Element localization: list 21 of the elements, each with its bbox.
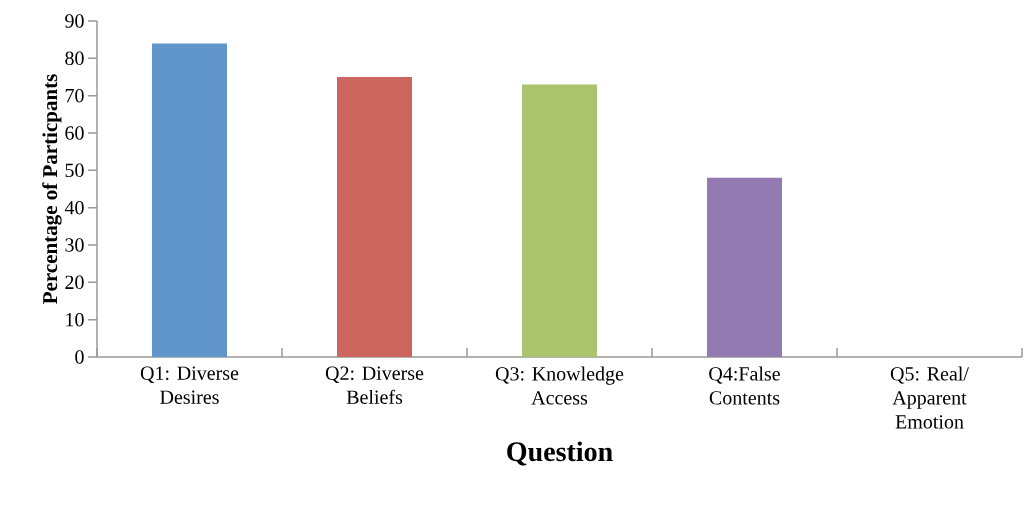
x-tick-label: Q4:False Contents: [709, 366, 780, 405]
y-tick-label: 60: [65, 126, 84, 140]
y-tick-label: 90: [65, 14, 84, 28]
x-tick-label: Q5: Real/ Apparent Emotion: [890, 366, 969, 429]
y-tick-label: 10: [66, 312, 84, 327]
bar: [522, 84, 597, 357]
y-tick-label: 30: [65, 238, 84, 252]
y-tick-label: 40: [64, 200, 84, 215]
y-tick-label: 70: [65, 88, 84, 103]
y-tick-label: 0: [75, 350, 84, 364]
bar: [337, 77, 413, 357]
bar: [152, 43, 228, 357]
x-axis-title: Question: [507, 441, 613, 466]
y-tick-label: 50: [65, 163, 84, 178]
y-tick-label: 80: [65, 51, 84, 66]
x-tick-label: Q2: Diverse Beliefs: [325, 366, 424, 404]
x-tick-label: Q1: Diverse Desires: [140, 366, 239, 404]
y-axis-title: Percentage of Particpants: [42, 74, 62, 304]
y-tick-label: 20: [65, 275, 84, 290]
x-tick-label: Q3: Knowledge Access: [495, 366, 624, 405]
bar: [707, 177, 782, 357]
